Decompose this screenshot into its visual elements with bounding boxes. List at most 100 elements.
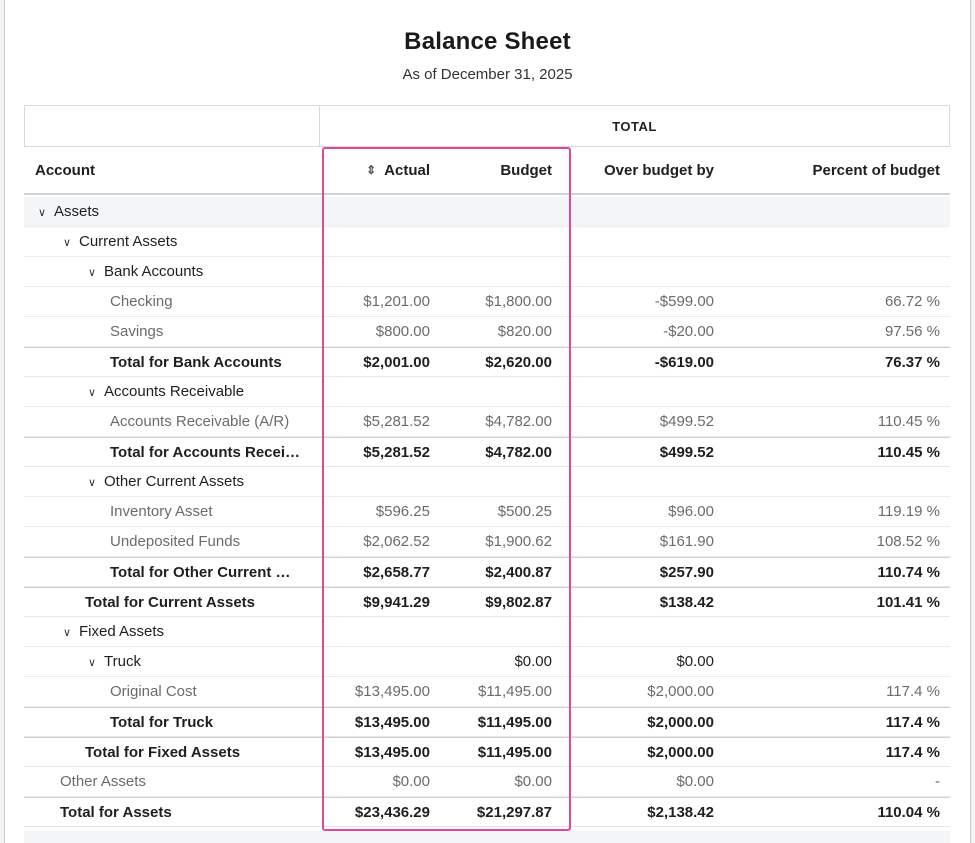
budget-cell: $4,782.00 bbox=[485, 444, 552, 461]
actual-cell: $800.00 bbox=[375, 323, 430, 340]
row-label: Inventory Asset bbox=[110, 503, 213, 520]
percent-cell: - bbox=[935, 773, 940, 790]
budget-cell: $0.00 bbox=[514, 653, 552, 670]
table-row: Accounts Receivable (A/R) $5,281.52 $4,782… bbox=[24, 407, 950, 437]
row-label-text: Assets bbox=[54, 203, 100, 220]
actual-cell: $1,201.00 bbox=[363, 293, 430, 310]
total-row: Total for Bank Accounts $2,001.00 $2,620.0… bbox=[24, 347, 950, 377]
table-row: Other Assets $0.00 $0.00 $0.00 - bbox=[24, 767, 950, 797]
row-label: Total for Other Current … bbox=[110, 564, 291, 581]
group-header-label: TOTAL bbox=[612, 118, 657, 134]
row-label-text: Total for Current Assets bbox=[85, 594, 256, 611]
budget-cell: $2,400.87 bbox=[485, 564, 552, 581]
chevron-down-icon[interactable]: ∨ bbox=[88, 657, 97, 669]
over-budget-cell: -$619.00 bbox=[654, 354, 714, 371]
column-header-over-budget[interactable]: Over budget by bbox=[603, 162, 714, 179]
group-header-total: TOTAL bbox=[319, 105, 950, 147]
percent-cell: 117.4 % bbox=[886, 683, 940, 700]
over-budget-cell: $2,000.00 bbox=[647, 683, 714, 700]
percent-cell: 110.45 % bbox=[877, 444, 940, 461]
total-row: Total for Accounts Recei… $5,281.52 $4,782… bbox=[24, 437, 950, 467]
chevron-down-icon[interactable]: ∨ bbox=[88, 267, 97, 279]
total-row: Total for Other Current … $2,658.77 $2,400… bbox=[24, 557, 950, 587]
sort-icon[interactable]: ⇕ bbox=[366, 163, 377, 177]
row-label-text: Accounts Receivable bbox=[104, 383, 245, 400]
section-row[interactable]: ∨ Current Assets bbox=[24, 227, 950, 257]
table-row: Checking $1,201.00 $1,800.00 -$599.00 66.72 … bbox=[24, 287, 950, 317]
over-budget-cell: $0.00 bbox=[676, 653, 714, 670]
chevron-down-icon[interactable]: ∨ bbox=[88, 387, 97, 399]
over-budget-cell: $257.90 bbox=[659, 564, 714, 581]
row-label-text: Undeposited Funds bbox=[110, 533, 241, 550]
actual-cell: $13,495.00 bbox=[354, 744, 430, 761]
chevron-down-icon[interactable]: ∨ bbox=[88, 477, 97, 489]
percent-cell: 119.19 % bbox=[877, 503, 940, 520]
section-row[interactable]: ∨ Bank Accounts bbox=[24, 257, 950, 287]
chevron-down-icon[interactable]: ∨ bbox=[63, 237, 72, 249]
total-row: Total for Fixed Assets $13,495.00 $11,495.… bbox=[24, 737, 950, 767]
budget-cell: $11,495.00 bbox=[477, 744, 552, 761]
budget-cell: $2,620.00 bbox=[485, 354, 552, 371]
table-row: Original Cost $13,495.00 $11,495.00 $2,000.… bbox=[24, 677, 950, 707]
percent-cell: 76.37 % bbox=[884, 354, 940, 371]
actual-cell: $596.25 bbox=[375, 503, 430, 520]
actual-cell: $2,062.52 bbox=[363, 533, 430, 550]
row-label: ∨ Truck bbox=[88, 653, 141, 670]
row-label-text: Current Assets bbox=[79, 233, 178, 250]
over-budget-cell: -$20.00 bbox=[663, 323, 714, 340]
budget-cell: $500.25 bbox=[497, 503, 552, 520]
section-row[interactable]: ∨ Assets bbox=[24, 197, 950, 227]
total-row: Total for Assets $23,436.29 $21,297.87 $2,1… bbox=[24, 797, 950, 827]
over-budget-cell: $96.00 bbox=[668, 503, 714, 520]
budget-cell: $11,495.00 bbox=[478, 683, 552, 700]
budget-cell: $1,800.00 bbox=[485, 293, 552, 310]
total-row: Total for Truck $13,495.00 $11,495.00 $2,00… bbox=[24, 707, 950, 737]
report-title: Balance Sheet bbox=[404, 28, 571, 55]
report-table-body: ∨ Assets ∨ Current Assets ∨ Bank Accounts Chec… bbox=[24, 197, 950, 827]
section-row[interactable]: ∨ Truck $0.00 $0.00 bbox=[24, 647, 950, 677]
table-row: Savings $800.00 $820.00 -$20.00 97.56 % bbox=[24, 317, 950, 347]
column-header-actual[interactable]: ⇕ Actual bbox=[366, 162, 430, 179]
over-budget-cell: -$599.00 bbox=[654, 293, 714, 310]
report-subtitle: As of December 31, 2025 bbox=[402, 66, 573, 83]
percent-cell: 117.4 % bbox=[885, 714, 940, 731]
over-budget-cell: $161.90 bbox=[659, 533, 714, 550]
chevron-down-icon[interactable]: ∨ bbox=[38, 207, 47, 219]
over-budget-cell: $2,000.00 bbox=[647, 744, 714, 761]
over-budget-cell: $2,138.42 bbox=[647, 804, 714, 821]
row-label: Checking bbox=[110, 293, 173, 310]
row-label-text: Truck bbox=[104, 653, 141, 670]
over-budget-cell: $0.00 bbox=[676, 773, 714, 790]
percent-cell: 110.04 % bbox=[877, 804, 940, 821]
row-label: Total for Current Assets bbox=[85, 594, 255, 611]
row-label-text: Other Current Assets bbox=[104, 473, 245, 490]
row-label-text: Other Assets bbox=[60, 773, 146, 790]
row-label: Original Cost bbox=[110, 683, 197, 700]
row-label: ∨ Other Current Assets bbox=[88, 473, 244, 490]
row-label-text: Savings bbox=[110, 323, 164, 340]
percent-cell: 110.45 % bbox=[877, 413, 940, 430]
actual-cell: $5,281.52 bbox=[363, 444, 430, 461]
column-header-budget[interactable]: Budget bbox=[500, 162, 552, 179]
section-row[interactable]: ∨ Accounts Receivable bbox=[24, 377, 950, 407]
percent-cell: 117.4 % bbox=[885, 744, 940, 761]
section-row[interactable]: ∨ Fixed Assets bbox=[24, 617, 950, 647]
column-header-percent-of-budget[interactable]: Percent of budget bbox=[812, 162, 940, 179]
row-label: Total for Bank Accounts bbox=[110, 354, 282, 371]
column-header-actual-label: Actual bbox=[384, 162, 430, 179]
row-label-text: Total for Bank Accounts bbox=[110, 354, 282, 371]
row-label: Total for Truck bbox=[110, 714, 213, 731]
actual-cell: $5,281.52 bbox=[363, 413, 430, 430]
percent-cell: 110.74 % bbox=[877, 564, 940, 581]
row-label: ∨ Assets bbox=[38, 203, 99, 220]
section-row[interactable]: ∨ Other Current Assets bbox=[24, 467, 950, 497]
actual-cell: $13,495.00 bbox=[354, 683, 430, 700]
column-header-account[interactable]: Account bbox=[35, 162, 95, 179]
budget-cell: $1,900.62 bbox=[485, 533, 552, 550]
row-label-text: Total for Other Current … bbox=[110, 564, 291, 581]
row-label: Undeposited Funds bbox=[110, 533, 240, 550]
over-budget-cell: $499.52 bbox=[659, 444, 714, 461]
chevron-down-icon[interactable]: ∨ bbox=[63, 627, 72, 639]
percent-cell: 66.72 % bbox=[884, 293, 940, 310]
over-budget-cell: $2,000.00 bbox=[647, 714, 714, 731]
